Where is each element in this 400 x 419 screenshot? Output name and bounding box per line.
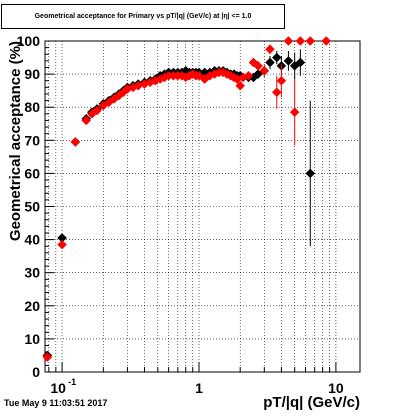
data-point-black xyxy=(271,52,282,63)
chart-title: Geometrical acceptance for Primary vs pT… xyxy=(34,13,252,20)
points-layer xyxy=(42,36,332,362)
x-tick-label: 1 xyxy=(195,380,203,396)
data-point-red xyxy=(276,75,287,86)
data-point-red xyxy=(253,60,263,71)
y-tick-label: 0 xyxy=(32,364,40,380)
data-point-red xyxy=(92,105,102,116)
y-tick-label: 30 xyxy=(24,265,40,281)
x-tick-label-exponent: -1 xyxy=(68,377,76,387)
data-point-red xyxy=(295,36,306,46)
y-tick-label: 20 xyxy=(24,298,40,314)
chart-title-box: Geometrical acceptance for Primary vs pT… xyxy=(1,4,285,29)
data-point-red xyxy=(235,80,246,91)
data-point-red xyxy=(70,137,81,147)
y-tick-label: 90 xyxy=(24,66,40,82)
grid-layer xyxy=(45,40,360,373)
y-tick-label: 60 xyxy=(24,165,40,181)
data-point-black xyxy=(295,57,306,68)
data-point-red xyxy=(243,70,254,81)
data-point-red xyxy=(259,65,270,76)
y-tick-label: 100 xyxy=(17,33,41,49)
y-tick-label: 80 xyxy=(24,99,40,115)
data-point-red xyxy=(81,115,92,126)
data-point-black xyxy=(283,56,294,66)
y-tick-label: 50 xyxy=(24,199,40,215)
data-point-red xyxy=(57,239,67,250)
x-tick-label: 10 xyxy=(328,380,344,396)
y-tick-label: 70 xyxy=(24,132,40,148)
y-tick-label: 40 xyxy=(24,232,40,248)
y-axis-title: Geometrical acceptance (%) xyxy=(7,41,24,241)
x-tick-label: 10 xyxy=(50,380,66,396)
data-point-red xyxy=(321,36,332,46)
data-point-black xyxy=(265,57,275,68)
data-point-red xyxy=(42,352,53,362)
data-point-red xyxy=(283,36,294,46)
data-point-black xyxy=(305,168,316,179)
x-axis-title: pT/|q| (GeV/c) xyxy=(263,394,360,411)
data-point-black xyxy=(253,69,263,79)
axis-layer xyxy=(44,40,361,373)
y-tick-label: 10 xyxy=(24,331,40,347)
footer-timestamp: Tue May 9 11:03:51 2017 xyxy=(4,398,108,408)
data-point-red xyxy=(265,44,275,55)
data-point-red xyxy=(289,107,300,118)
data-point-red xyxy=(305,36,316,46)
data-point-red xyxy=(271,87,282,98)
